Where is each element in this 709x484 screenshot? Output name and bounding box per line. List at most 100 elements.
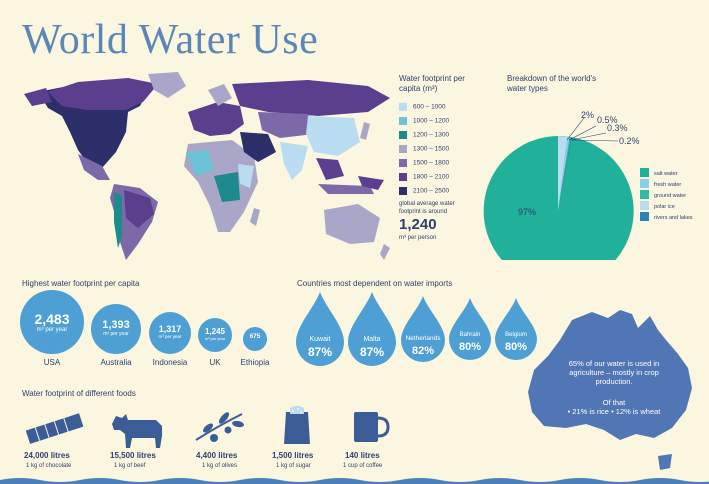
food-desc: 1 cup of coffee (343, 463, 383, 469)
olive-branch-icon (195, 412, 244, 442)
pie-label-ground-water: 0.3% (607, 123, 628, 133)
map-east-africa (238, 164, 254, 188)
footprint-circle-usa: 2,483 m³ per year (20, 290, 84, 354)
pie-label-polar-ice: 2% (581, 110, 594, 120)
legend-item: 1800 – 2100 (399, 173, 449, 181)
food-amount: 4,400 litres (196, 451, 238, 460)
map-russia (232, 80, 390, 116)
pie-legend-label: rivers and lakes (654, 215, 693, 221)
australia-shape (528, 310, 692, 470)
pie-leader (570, 132, 607, 141)
pie-label-rivers-lakes: 0.2% (619, 136, 640, 146)
map-australia (324, 204, 380, 244)
map-new-zealand (380, 244, 390, 260)
map-europe (188, 102, 244, 136)
pie-legend-label: ground water (654, 193, 686, 199)
pie-legend-swatch (640, 190, 649, 199)
map-brazil (124, 190, 154, 228)
pie-leader (566, 117, 585, 141)
svg-text:Malta: Malta (363, 336, 380, 343)
pie-legend-label: salt water (654, 171, 678, 177)
map-middle-east (240, 132, 276, 162)
imports-title: Countries most dependent on water import… (297, 279, 453, 288)
pie-label-salt-water: 97% (518, 207, 536, 217)
footprint-circle-ethiopia: 675 (243, 327, 267, 351)
pie-legend-swatch (640, 201, 649, 210)
mug-icon (354, 412, 390, 442)
footprint-country: Ethiopia (240, 358, 270, 367)
svg-text:87%: 87% (360, 345, 384, 359)
footprint-circle-indonesia: 1,317 m³ per year (149, 312, 191, 354)
australia-text: 65% of our water is used in agriculture … (568, 359, 660, 386)
legend-swatch (399, 145, 407, 153)
sugar-bag-icon (284, 406, 310, 444)
svg-text:Netherlands: Netherlands (405, 335, 441, 342)
legend-swatch (399, 117, 407, 125)
chocolate-icon (25, 413, 84, 444)
legend-item: 2100 – 2500 (399, 187, 449, 195)
cow-icon (112, 414, 162, 448)
global-average-value: 1,240 (399, 216, 437, 233)
legend-item: 1000 – 1200 (399, 117, 449, 125)
legend-swatch (399, 131, 407, 139)
food-amount: 140 litres (345, 451, 380, 460)
bottom-wave (0, 478, 709, 484)
svg-text:80%: 80% (505, 341, 527, 353)
legend-swatch (399, 103, 407, 111)
food-amount: 1,500 litres (272, 451, 314, 460)
svg-text:Kuwait: Kuwait (309, 336, 330, 343)
footprint-country: USA (43, 358, 61, 367)
map-andes (114, 192, 122, 248)
map-central-africa (214, 172, 240, 202)
drop-bahrain: Bahrain 80% (449, 298, 491, 360)
food-amount: 24,000 litres (24, 451, 70, 460)
drop-kuwait: Kuwait 87% (296, 292, 344, 366)
pie-legend-swatch (640, 179, 649, 188)
food-amount: 15,500 litres (110, 451, 156, 460)
svg-text:80%: 80% (459, 341, 481, 353)
drop-belgium: Belgium 80% (495, 298, 537, 360)
legend-item: 1500 – 1800 (399, 159, 449, 167)
pie-leader (568, 125, 597, 141)
map-madagascar (250, 208, 260, 226)
map-southeast-asia (316, 158, 344, 180)
legend-swatch (399, 187, 407, 195)
drop-malta: Malta 87% (348, 292, 396, 366)
map-png (358, 176, 384, 190)
legend-item: 1300 – 1500 (399, 145, 449, 153)
highest-title: Highest water footprint per capita (22, 279, 140, 288)
map-china (306, 116, 360, 156)
map-mexico (78, 154, 110, 180)
pie-slice-polar-ice (558, 136, 568, 211)
world-map (24, 72, 390, 260)
pie-label-fresh-water: 0.5% (597, 115, 618, 125)
map-west-africa (186, 150, 214, 176)
global-average-unit: m³ per person (399, 235, 437, 241)
australia-text: • 21% is rice • 12% is wheat (567, 407, 661, 416)
pie-slice-ground-water (558, 136, 572, 211)
svg-text:87%: 87% (308, 345, 332, 359)
footprint-country: UK (209, 358, 221, 367)
global-average-text: global average water footprint is around (399, 201, 455, 215)
pie-legend-swatch (640, 168, 649, 177)
food-desc: 1 kg of chocolate (26, 463, 72, 469)
drop-netherlands: Netherlands 82% (401, 296, 445, 362)
pie-legend-label: polar ice (654, 204, 675, 210)
legend-swatch (399, 159, 407, 167)
footprint-circle-australia: 1,393 m³ per year (91, 304, 141, 354)
footprint-country: Indonesia (152, 358, 188, 367)
legend-title: Water footprint per capita (m³) (399, 74, 465, 93)
map-canada (48, 78, 158, 110)
pie-chart: 2% 0.5% 0.3% 0.2% 97% salt water fresh w… (483, 110, 693, 260)
footprint-country: Australia (100, 358, 132, 367)
page-title: World Water Use (22, 17, 319, 63)
pie-title: Breakdown of the world's water types (507, 74, 597, 93)
map-greenland (148, 72, 186, 98)
legend-swatch (399, 173, 407, 181)
food-desc: 1 kg of olives (202, 463, 238, 469)
footprint-circle-uk: 1,245 m³ per year (198, 318, 232, 352)
map-central-asia (258, 112, 314, 138)
legend: 600 – 1000 1000 – 1200 1200 – 1300 1300 … (399, 103, 489, 198)
svg-text:82%: 82% (412, 345, 434, 357)
food-desc: 1 kg of sugar (276, 463, 311, 469)
